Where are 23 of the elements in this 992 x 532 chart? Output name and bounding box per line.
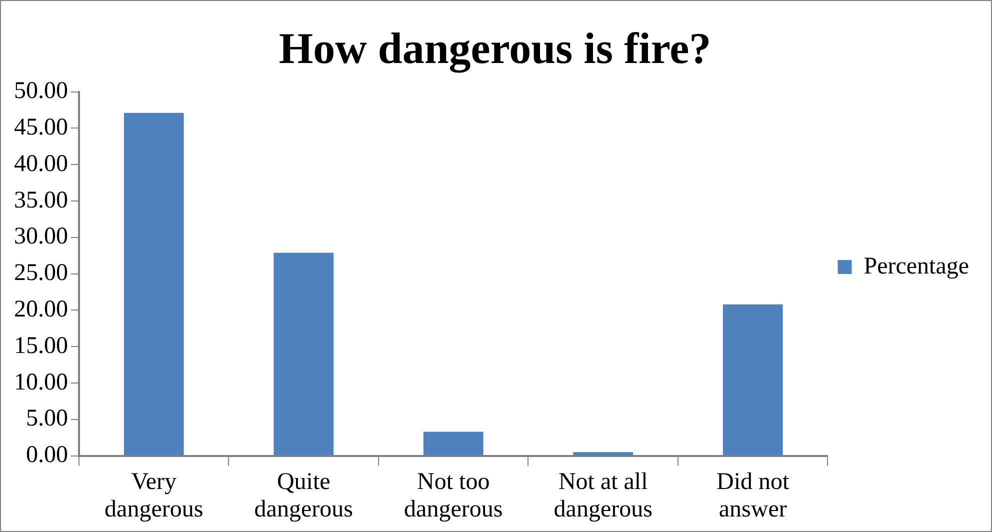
y-tick-label: 15.00 (14, 332, 68, 359)
x-tick-label: Not at all dangerous (554, 468, 652, 522)
x-tick-label: Very dangerous (104, 468, 204, 522)
x-tick-label: Did not answer (716, 468, 790, 522)
y-tick-label: 30.00 (14, 224, 68, 250)
bar (573, 452, 634, 456)
bar (124, 112, 184, 456)
legend-label: Percentage (864, 253, 970, 280)
y-tick-label: 10.00 (14, 369, 68, 396)
bar (274, 252, 334, 456)
y-tick-label: 5.00 (26, 406, 68, 432)
bar (423, 432, 484, 456)
y-tick-label: 40.00 (14, 150, 68, 177)
y-tick-label: 0.00 (26, 442, 68, 468)
y-tick-label: 25.00 (14, 260, 68, 286)
x-tick-label: Not too dangerous (404, 468, 503, 522)
y-tick-label: 45.00 (14, 114, 68, 140)
y-tick-label: 35.00 (14, 187, 68, 214)
chart-title: How dangerous is fire? (278, 24, 712, 73)
y-tick-label: 20.00 (14, 296, 68, 322)
y-tick-label: 50.00 (14, 78, 68, 104)
x-tick-label: Quite dangerous (254, 468, 353, 522)
bar (722, 304, 783, 456)
